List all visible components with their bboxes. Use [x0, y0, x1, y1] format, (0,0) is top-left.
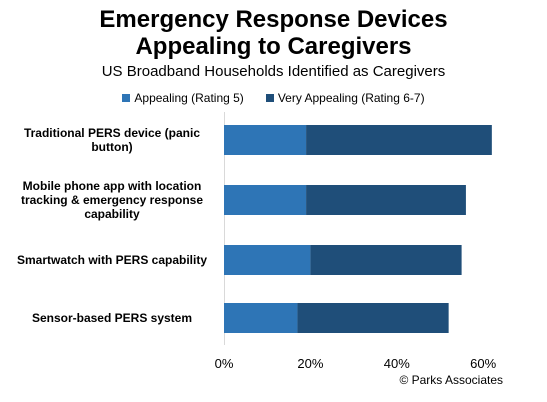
- bar-very-appealing-3: [310, 245, 462, 275]
- chart-title: Emergency Response Devices Appealing to …: [0, 6, 547, 60]
- legend-item-appealing: Appealing (Rating 5): [122, 91, 244, 105]
- category-label: Mobile phone app with location tracking &…: [10, 179, 214, 221]
- category-label-line: button): [91, 140, 133, 154]
- chart-subtitle: US Broadband Households Identified as Ca…: [101, 63, 446, 80]
- category-label: Traditional PERS device (panic button): [10, 126, 214, 154]
- category-label-line: tracking & emergency response: [20, 193, 204, 207]
- bar-appealing-2: [224, 185, 307, 215]
- x-tick-label: 40%: [384, 356, 410, 371]
- category-label: Sensor-based PERS system: [10, 311, 214, 325]
- chart-title-line-2: Appealing to Caregivers: [135, 33, 412, 60]
- legend-label-very-appealing: Very Appealing (Rating 6-7): [277, 91, 425, 105]
- legend-label-appealing: Appealing (Rating 5): [134, 91, 244, 105]
- x-tick-label: 60%: [470, 356, 496, 371]
- source-credit: © Parks Associates: [399, 373, 503, 387]
- bar-appealing-1: [224, 125, 307, 155]
- legend-item-very-appealing: Very Appealing (Rating 6-7): [265, 91, 425, 105]
- bar-appealing-3: [224, 245, 311, 275]
- category-label-line: Traditional PERS device (panic: [23, 126, 201, 140]
- legend: Appealing (Rating 5) Very Appealing (Rat…: [0, 91, 547, 105]
- x-tick-label: 0%: [215, 356, 234, 371]
- chart-title-line-1: Emergency Response Devices: [99, 6, 448, 33]
- category-label-line: capability: [84, 207, 140, 221]
- bar-very-appealing-1: [306, 125, 492, 155]
- legend-swatch-appealing: [122, 94, 131, 102]
- bar-very-appealing-4: [297, 303, 449, 333]
- bar-appealing-4: [224, 303, 298, 333]
- x-tick-label: 20%: [297, 356, 323, 371]
- category-label: Smartwatch with PERS capability: [10, 253, 214, 267]
- category-label-line: Smartwatch with PERS capability: [16, 253, 208, 267]
- legend-swatch-very-appealing: [265, 94, 274, 102]
- category-label-line: Sensor-based PERS system: [31, 311, 193, 325]
- bar-very-appealing-2: [306, 185, 466, 215]
- category-label-line: Mobile phone app with location: [22, 179, 202, 193]
